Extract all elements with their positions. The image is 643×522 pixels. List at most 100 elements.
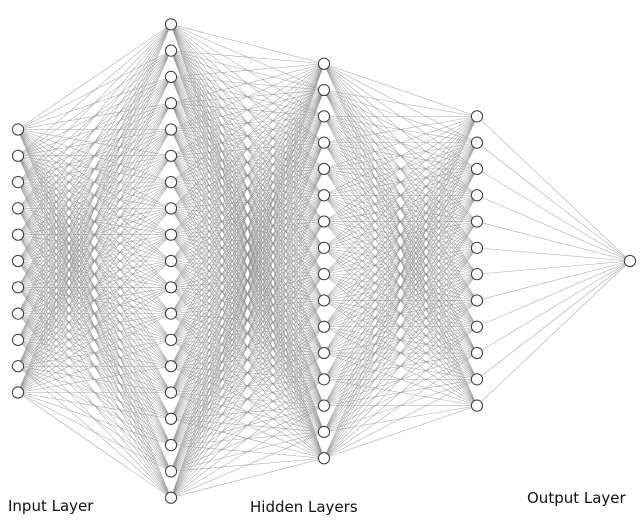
connection-0-10-8 (17, 234, 172, 393)
connection-1-13-0 (170, 63, 325, 367)
hidden-neuron-L2-4 (317, 162, 331, 176)
hidden-neuron-L3-10 (470, 373, 484, 386)
hidden-neuron-L2-9 (317, 294, 331, 307)
connection-0-10-13 (17, 365, 172, 393)
connection-1-1-0 (170, 50, 325, 65)
connection-2-13-0 (323, 116, 478, 406)
connection-2-15-10 (323, 379, 478, 459)
hidden-neuron-L3-11 (470, 399, 484, 412)
hidden-neuron-L1-14 (164, 386, 178, 399)
connection-1-9-0 (170, 63, 325, 262)
input-neuron-L0-10 (11, 386, 25, 399)
input-neuron-L0-6 (11, 281, 25, 294)
connection-0-10-11 (17, 313, 172, 393)
connection-1-18-14 (170, 431, 325, 498)
hidden-neuron-L3-6 (470, 268, 484, 281)
connection-0-0-0 (17, 24, 172, 130)
input-neuron-L0-9 (11, 360, 25, 373)
connection-0-10-15 (17, 392, 172, 420)
connection-1-3-0 (170, 63, 325, 104)
connection-3-9-0 (476, 260, 631, 354)
connection-2-15-8 (323, 326, 478, 459)
connection-1-15-0 (170, 63, 325, 419)
input-layer-label: Input Layer (8, 497, 94, 515)
connection-0-10-3 (17, 103, 172, 393)
connection-2-15-3 (323, 195, 478, 459)
hidden-neuron-L1-17 (164, 465, 178, 478)
input-neuron-L0-1 (11, 149, 25, 162)
connection-3-3-0 (476, 194, 631, 262)
hidden-neuron-L1-4 (164, 123, 178, 136)
connection-2-3-0 (323, 116, 478, 143)
connection-3-1-0 (476, 142, 631, 262)
hidden-neuron-L1-12 (164, 333, 178, 346)
neurons (11, 18, 637, 504)
connection-1-0-0 (170, 24, 325, 65)
hidden-neuron-L2-10 (317, 320, 331, 333)
connection-1-4-0 (170, 63, 325, 130)
connection-0-8-0 (17, 24, 172, 341)
output-layer-label: Output Layer (527, 489, 626, 507)
hidden-neuron-L2-11 (317, 346, 331, 360)
connection-0-10-12 (17, 339, 172, 393)
hidden-neuron-L1-3 (164, 97, 178, 110)
connection-0-5-0 (17, 24, 172, 262)
connection-1-18-12 (170, 379, 325, 498)
connection-0-10-5 (17, 155, 172, 393)
connection-0-10-0 (17, 24, 172, 393)
connection-1-18-8 (170, 273, 325, 498)
hidden-neuron-L3-8 (470, 320, 484, 333)
hidden-neuron-L3-1 (470, 136, 484, 149)
connection-0-10-6 (17, 181, 172, 393)
connection-2-15-1 (323, 142, 478, 459)
hidden-neuron-L1-7 (164, 202, 178, 215)
connection-2-10-0 (323, 116, 478, 327)
connection-0-10-4 (17, 129, 172, 393)
hidden-neuron-L2-13 (317, 399, 331, 412)
connection-2-0-0 (323, 63, 478, 117)
input-neuron-L0-2 (11, 176, 25, 189)
connection-2-15-2 (323, 168, 478, 459)
connection-3-11-0 (476, 260, 631, 406)
hidden-neuron-L3-0 (470, 110, 484, 123)
hidden-neuron-L3-3 (470, 189, 484, 202)
hidden-neuron-L2-14 (317, 425, 331, 439)
connection-1-18-7 (170, 247, 325, 498)
connection-1-6-0 (170, 63, 325, 183)
connection-0-3-0 (17, 24, 172, 209)
hidden-neuron-L2-12 (317, 373, 331, 386)
input-neuron-L0-7 (11, 307, 25, 320)
connection-1-17-0 (170, 63, 325, 472)
connection-0-7-0 (17, 24, 172, 314)
connection-1-18-2 (170, 116, 325, 498)
connection-1-10-0 (170, 63, 325, 288)
connection-0-10-2 (17, 76, 172, 393)
hidden-neuron-L1-8 (164, 228, 178, 241)
connection-2-7-0 (323, 116, 478, 249)
connections (17, 24, 631, 498)
hidden-neuron-L1-16 (164, 439, 178, 452)
connection-0-10-18 (17, 392, 172, 498)
connection-2-15-7 (323, 300, 478, 459)
hidden-neuron-L1-15 (164, 412, 178, 425)
hidden-neuron-L1-2 (164, 70, 178, 84)
connection-2-1-0 (323, 89, 478, 117)
connection-1-18-9 (170, 300, 325, 498)
hidden-neuron-L1-6 (164, 176, 178, 189)
connection-2-15-0 (323, 116, 478, 459)
connection-2-15-11 (323, 405, 478, 459)
connection-3-2-0 (476, 168, 631, 262)
hidden-neuron-L1-9 (164, 254, 178, 268)
connection-1-18-6 (170, 221, 325, 498)
connection-1-11-0 (170, 63, 325, 314)
connection-1-18-3 (170, 142, 325, 498)
hidden-neuron-L2-6 (317, 215, 331, 228)
hidden-layers-label: Hidden Layers (250, 498, 358, 516)
connection-2-12-0 (323, 116, 478, 380)
hidden-neuron-L2-8 (317, 268, 331, 281)
connection-1-14-0 (170, 63, 325, 393)
hidden-neuron-L1-1 (164, 44, 178, 57)
connection-2-9-0 (323, 116, 478, 301)
connection-2-15-4 (323, 221, 478, 459)
